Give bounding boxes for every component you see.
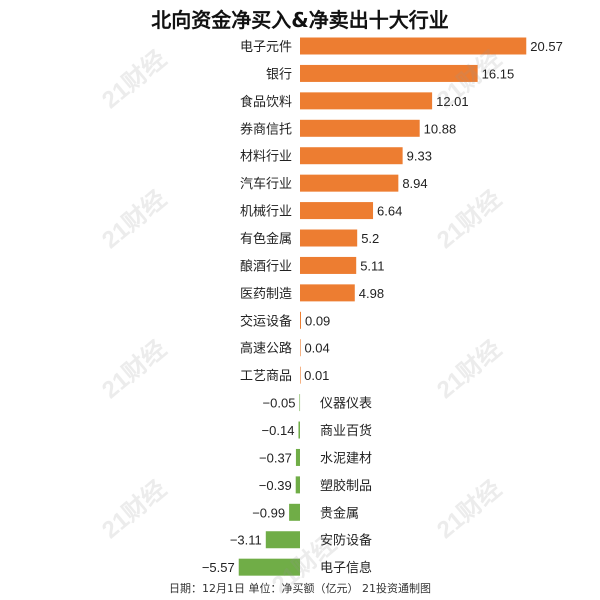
category-label: 食品饮料	[240, 94, 292, 110]
value-label: −0.05	[263, 396, 296, 411]
value-label: 0.01	[304, 368, 329, 383]
bar-银行	[300, 64, 478, 82]
category-label: 高速公路	[240, 341, 292, 357]
category-label: 汽车行业	[240, 176, 292, 192]
bar-塑胶制品	[295, 476, 300, 494]
value-label: 9.33	[407, 149, 432, 164]
bar-汽车行业	[300, 174, 399, 192]
value-label: 0.04	[304, 341, 329, 356]
value-label: −3.11	[230, 533, 262, 548]
value-label: 6.64	[377, 204, 402, 219]
value-label: −0.99	[252, 505, 285, 520]
value-label: 8.94	[402, 176, 427, 191]
value-label: 5.2	[361, 231, 379, 246]
category-label: 工艺商品	[240, 369, 292, 384]
category-label: 有色金属	[240, 231, 292, 247]
value-label: 20.57	[530, 39, 563, 54]
category-label: 安防设备	[320, 533, 372, 549]
bar-电子元件	[300, 37, 527, 55]
category-label: 仪器仪表	[320, 397, 372, 412]
bar-食品饮料	[300, 92, 433, 110]
category-label: 银行	[266, 67, 292, 82]
chart-title: 北向资金净买入&净卖出十大行业	[151, 8, 449, 32]
bar-工艺商品	[300, 366, 301, 384]
category-label: 塑胶制品	[320, 478, 372, 494]
value-label: 10.88	[424, 121, 457, 136]
category-label: 材料行业	[240, 150, 292, 165]
bar-有色金属	[300, 229, 358, 247]
category-label: 医药制造	[240, 287, 292, 302]
value-label: 16.15	[482, 66, 515, 81]
bar-仪器仪表	[299, 394, 301, 412]
bar-高速公路	[300, 339, 301, 357]
value-label: 4.98	[359, 286, 384, 301]
bar-机械行业	[300, 202, 374, 220]
value-label: −0.14	[262, 423, 295, 438]
bar-电子信息	[238, 558, 300, 576]
bar-交运设备	[300, 311, 301, 329]
category-label: 水泥建材	[320, 451, 372, 466]
value-label: 0.09	[305, 313, 330, 328]
bar-材料行业	[300, 147, 403, 165]
chart-footer: 日期：12月1日 单位：净买额（亿元） 21投资通制图	[169, 582, 431, 595]
value-label: −0.39	[259, 478, 292, 493]
category-label: 交运设备	[240, 313, 292, 329]
bar-商业百货	[298, 421, 300, 439]
value-label: −0.37	[259, 450, 292, 465]
category-label: 贵金属	[320, 505, 359, 521]
bar-贵金属	[289, 503, 300, 521]
value-label: −5.57	[202, 560, 235, 575]
category-label: 机械行业	[240, 205, 292, 220]
category-label: 券商信托	[240, 121, 292, 137]
bar-券商信托	[300, 119, 420, 137]
bar-安防设备	[265, 531, 300, 549]
category-label: 电子信息	[320, 560, 372, 576]
category-label: 电子元件	[240, 40, 292, 55]
bar-水泥建材	[295, 448, 300, 466]
bar-酿酒行业	[300, 256, 357, 274]
value-label: 5.11	[360, 258, 384, 273]
value-label: 12.01	[436, 94, 469, 109]
category-label: 商业百货	[320, 423, 372, 439]
bar-医药制造	[300, 284, 355, 302]
category-label: 酿酒行业	[240, 258, 292, 274]
